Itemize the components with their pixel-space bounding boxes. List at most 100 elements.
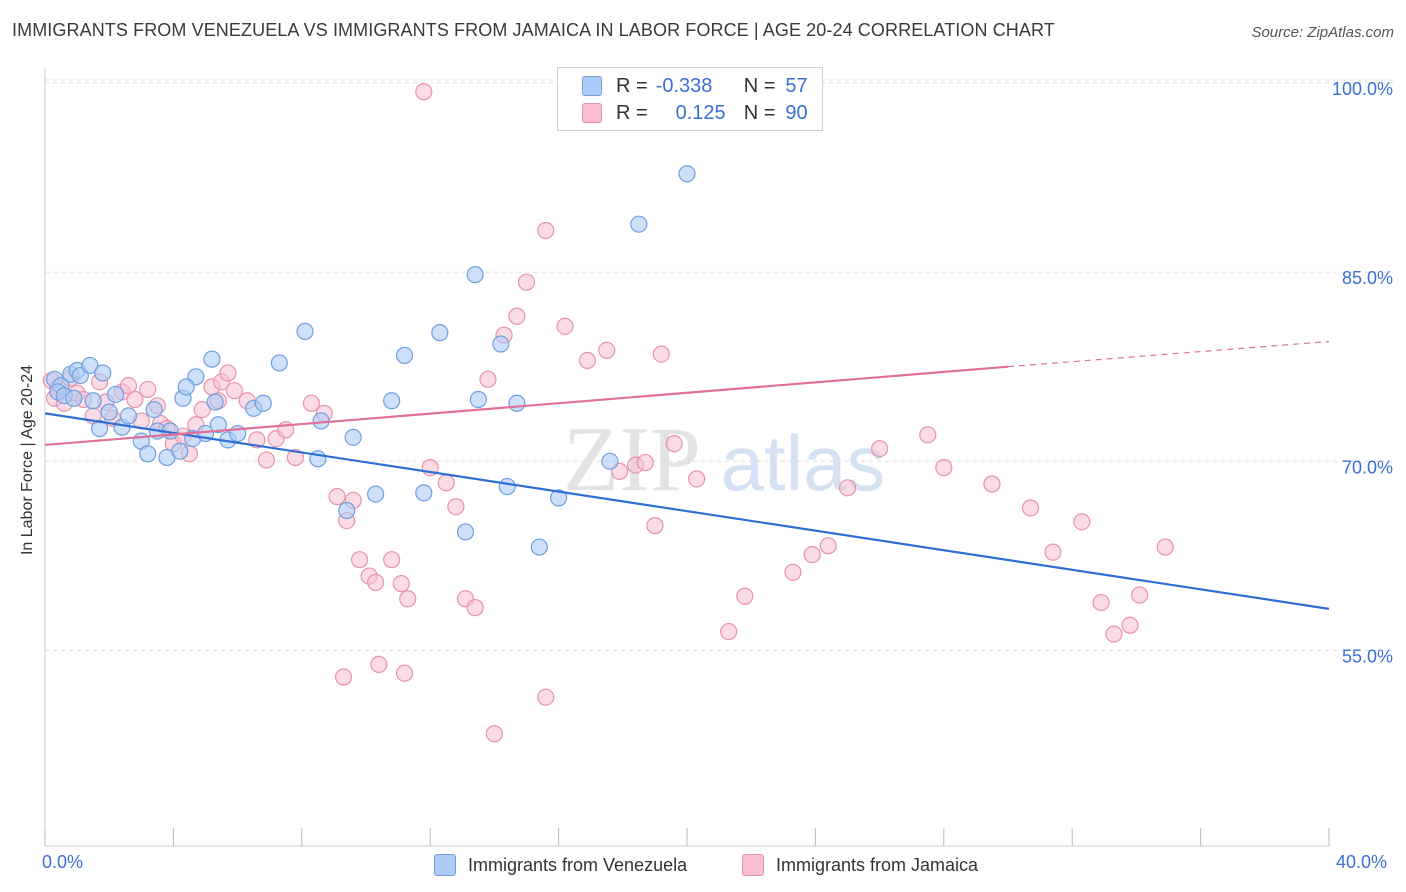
jamaica-point-31 [257, 451, 276, 469]
jamaica-point-34 [286, 448, 304, 467]
venezuela-n-label: N = [743, 74, 776, 97]
venezuela-point-50 [678, 165, 696, 183]
venezuela-point-52 [492, 335, 510, 353]
jamaica-point-53 [508, 307, 526, 325]
venezuela-legend-swatch [434, 854, 456, 876]
watermark: ZIP atlas [563, 408, 885, 510]
jamaica-trend-extension [1007, 340, 1330, 368]
venezuela-point-54 [415, 484, 433, 502]
x-tick-label-max: 40.0% [1336, 852, 1388, 872]
venezuela-point-47 [498, 477, 516, 496]
jamaica-point-86 [395, 664, 414, 682]
jamaica-point-73 [919, 426, 937, 444]
venezuela-point-56 [530, 538, 548, 556]
jamaica-point-12 [119, 377, 138, 395]
jamaica-point-58 [598, 341, 616, 359]
chart-title: IMMIGRANTS FROM VENEZUELA VS IMMIGRANTS … [12, 20, 1055, 40]
jamaica-n-label: N = [743, 101, 776, 124]
venezuela-point-13 [90, 419, 109, 438]
jamaica-point-68 [784, 563, 802, 581]
jamaica-point-85 [370, 655, 388, 673]
jamaica-point-23 [193, 400, 211, 419]
venezuela-legend-label: Immigrants from Venezuela [468, 854, 688, 875]
venezuela-point-10 [84, 392, 102, 410]
venezuela-r-label: R = [616, 74, 648, 97]
venezuela-point-7 [65, 389, 83, 407]
jamaica-point-89 [415, 83, 433, 101]
venezuela-point-26 [177, 378, 195, 396]
jamaica-point-15 [139, 380, 157, 399]
jamaica-n-value: 90 [785, 101, 808, 124]
venezuela-trend-line [44, 412, 1330, 610]
venezuela-point-21 [171, 442, 189, 460]
jamaica-point-44 [392, 575, 410, 593]
jamaica-point-42 [367, 573, 385, 591]
venezuela-point-42 [383, 392, 401, 410]
jamaica-swatch [582, 103, 602, 123]
bottom-legend-venezuela[interactable]: Immigrants from Venezuela [434, 852, 687, 878]
trend-lines [44, 340, 1330, 610]
jamaica-point-40 [350, 551, 369, 569]
venezuela-point-24 [206, 393, 224, 411]
jamaica-point-77 [1044, 543, 1062, 561]
venezuela-point-34 [296, 322, 314, 340]
jamaica-point-30 [248, 431, 266, 449]
jamaica-r-label: R = [616, 101, 648, 124]
jamaica-point-57 [578, 351, 597, 370]
axes [44, 68, 1330, 847]
venezuela-point-16 [145, 400, 163, 419]
jamaica-legend-label: Immigrants from Jamaica [776, 854, 979, 875]
jamaica-point-61 [636, 453, 654, 472]
jamaica-point-82 [1131, 586, 1149, 604]
jamaica-point-50 [466, 599, 484, 617]
source-label[interactable]: Source: ZipAtlas.com [1251, 24, 1394, 41]
jamaica-point-88 [537, 688, 555, 706]
venezuela-point-39 [344, 428, 362, 446]
jamaica-points [42, 83, 1174, 743]
jamaica-point-28 [225, 382, 243, 400]
jamaica-point-55 [537, 221, 555, 240]
jamaica-point-80 [1105, 625, 1123, 643]
jamaica-point-45 [399, 590, 417, 608]
y-tick-label-55: 55.0% [1342, 647, 1393, 667]
venezuela-swatch [582, 76, 602, 96]
venezuela-point-41 [338, 501, 356, 520]
venezuela-point-19 [139, 445, 157, 463]
venezuela-point-49 [601, 452, 619, 470]
jamaica-point-37 [328, 488, 346, 506]
venezuela-point-8 [81, 356, 99, 375]
y-tick-labels: 55.0% 70.0% 85.0% 100.0% [1332, 79, 1393, 667]
venezuela-point-55 [456, 523, 475, 541]
venezuela-point-32 [254, 394, 272, 412]
venezuela-point-43 [466, 266, 484, 284]
jamaica-point-65 [688, 470, 706, 488]
jamaica-point-74 [935, 459, 953, 477]
jamaica-point-64 [665, 435, 683, 453]
jamaica-point-67 [736, 587, 754, 605]
jamaica-point-69 [803, 546, 821, 564]
grid-lines [45, 79, 1394, 651]
jamaica-point-56 [556, 317, 574, 335]
venezuela-point-28 [209, 416, 227, 434]
y-tick-label-70: 70.0% [1342, 457, 1393, 477]
jamaica-point-75 [983, 475, 1001, 493]
venezuela-point-14 [119, 407, 138, 425]
jamaica-point-27 [219, 364, 237, 382]
jamaica-point-43 [383, 551, 401, 569]
venezuela-point-48 [549, 489, 568, 507]
jamaica-point-87 [485, 725, 503, 743]
jamaica-point-79 [1092, 593, 1110, 612]
jamaica-r-value: 0.125 [675, 101, 726, 124]
bottom-legend-jamaica[interactable]: Immigrants from Jamaica [742, 852, 978, 878]
venezuela-point-44 [431, 324, 449, 342]
jamaica-point-63 [652, 345, 670, 363]
legend-row-jamaica: R = 0.125 N = 90 [582, 101, 808, 125]
venezuela-point-45 [395, 346, 414, 364]
venezuela-point-11 [107, 385, 125, 404]
jamaica-trend-line [44, 365, 1009, 447]
venezuela-r-value: -0.338 [655, 74, 713, 97]
venezuela-point-9 [94, 364, 112, 382]
jamaica-point-70 [819, 537, 837, 555]
jamaica-point-13 [126, 390, 144, 409]
